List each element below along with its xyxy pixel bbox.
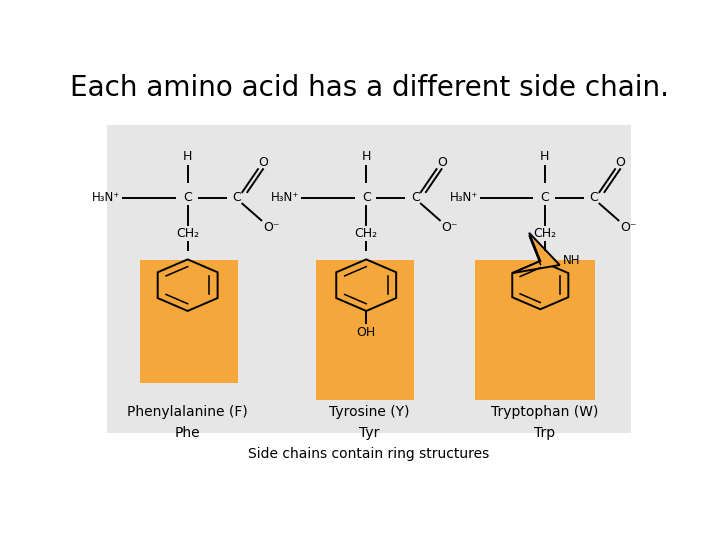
Text: Tryptophan (W): Tryptophan (W) — [491, 405, 598, 419]
Text: O: O — [437, 156, 447, 169]
Text: Tyr: Tyr — [359, 426, 379, 440]
Text: H₃N⁺: H₃N⁺ — [92, 191, 121, 204]
Bar — [140, 260, 238, 383]
Text: O: O — [258, 156, 269, 169]
Text: H₃N⁺: H₃N⁺ — [271, 191, 300, 204]
Bar — [316, 260, 414, 400]
Text: C: C — [184, 191, 192, 204]
Text: H₃N⁺: H₃N⁺ — [449, 191, 478, 204]
Polygon shape — [512, 233, 559, 273]
Text: C: C — [362, 191, 371, 204]
Bar — [107, 125, 631, 433]
Text: Side chains contain ring structures: Side chains contain ring structures — [248, 447, 490, 461]
Text: Tyrosine (Y): Tyrosine (Y) — [329, 405, 409, 419]
Text: Phe: Phe — [175, 426, 200, 440]
Text: C: C — [590, 191, 598, 204]
Text: OH: OH — [356, 326, 376, 339]
Text: CH₂: CH₂ — [176, 227, 199, 240]
Polygon shape — [512, 261, 568, 309]
Text: Phenylalanine (F): Phenylalanine (F) — [127, 405, 248, 419]
Text: NH: NH — [562, 253, 580, 267]
Text: H: H — [540, 150, 549, 163]
Text: O⁻: O⁻ — [441, 221, 458, 234]
Text: CH₂: CH₂ — [355, 227, 378, 240]
Text: H: H — [183, 150, 192, 163]
Text: O⁻: O⁻ — [263, 221, 279, 234]
Text: C: C — [233, 191, 241, 204]
Text: Each amino acid has a different side chain.: Each amino acid has a different side cha… — [70, 73, 668, 102]
Bar — [475, 260, 595, 400]
Text: C: C — [541, 191, 549, 204]
Text: H: H — [361, 150, 371, 163]
Text: O⁻: O⁻ — [620, 221, 636, 234]
Text: CH₂: CH₂ — [534, 227, 557, 240]
Text: Trp: Trp — [534, 426, 555, 440]
Polygon shape — [158, 259, 217, 311]
Text: O: O — [616, 156, 626, 169]
Text: C: C — [411, 191, 420, 204]
Polygon shape — [336, 259, 396, 311]
